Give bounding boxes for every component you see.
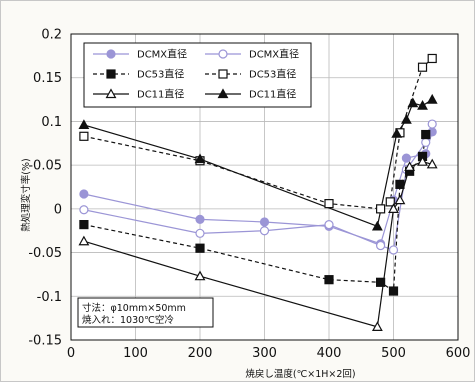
triangle-marker	[194, 270, 206, 281]
y-tick-label: -0.05	[28, 159, 62, 174]
triangle-marker	[388, 203, 399, 213]
y-tick-label: -0.05	[28, 246, 62, 261]
circle-marker	[421, 137, 431, 148]
plot-border	[70, 33, 459, 341]
triangle-marker	[217, 88, 229, 99]
circle-marker	[324, 219, 334, 230]
triangle-marker	[426, 93, 438, 104]
triangle-marker	[417, 100, 428, 110]
square-marker	[376, 204, 386, 214]
legend-label: DC11直径	[137, 88, 184, 101]
square-marker	[79, 131, 89, 141]
square-marker	[421, 129, 431, 140]
circle-marker	[376, 240, 386, 251]
circle-marker	[195, 214, 205, 224]
y-tick-label: 0.1	[41, 115, 62, 130]
square-marker	[388, 286, 399, 296]
y-tick-label: 0.2	[41, 28, 62, 43]
circle-marker	[79, 205, 89, 215]
data-markers	[78, 53, 438, 332]
annotation-box	[77, 297, 214, 328]
circle-marker	[259, 217, 270, 227]
triangle-marker	[404, 161, 416, 172]
annotation-line-1: 寸法：φ10mm×50mm	[82, 302, 186, 314]
circle-marker	[218, 49, 228, 59]
circle-marker	[401, 153, 411, 163]
square-marker	[417, 62, 428, 72]
circle-marker	[195, 228, 205, 238]
series-line	[83, 58, 433, 210]
annotation-line-2: 焼入れ：1030℃空冷	[82, 314, 174, 326]
triangle-marker	[426, 158, 438, 169]
triangle-marker	[194, 153, 206, 164]
y-axis-ticks: 0.2 0.15 0.1 -0.05 0 -0.05 -0.1 -0.15	[28, 28, 62, 349]
y-axis-label: 熱処理変寸率(%)	[20, 158, 32, 231]
legend: DCMX直径 DCMX直径 DC53直径 DC53直径 DC11直径 DC11直径	[83, 42, 312, 108]
x-tick-label: 0	[67, 346, 75, 361]
legend-label: DC53直径	[137, 68, 184, 81]
square-marker	[195, 243, 205, 253]
x-axis-ticks: 0 100 200 300 400 500 600	[67, 346, 471, 361]
triangle-marker	[105, 88, 117, 99]
x-tick-label: 300	[252, 346, 277, 361]
triangle-marker	[371, 321, 383, 332]
square-marker	[395, 179, 405, 189]
triangle-marker	[78, 119, 90, 130]
circle-marker	[106, 49, 116, 59]
legend-label: DC11直径	[249, 88, 296, 101]
triangle-marker	[400, 114, 412, 124]
square-marker	[218, 69, 228, 79]
x-tick-label: 100	[123, 346, 148, 361]
triangle-marker	[394, 194, 406, 205]
y-tick-label: -0.15	[28, 334, 62, 349]
square-marker	[324, 199, 334, 209]
circle-marker	[259, 226, 270, 236]
triangle-marker	[407, 97, 419, 108]
circle-marker	[388, 245, 399, 255]
x-tick-label: 400	[317, 346, 342, 361]
square-marker	[79, 219, 89, 230]
legend-label: DCMX直径	[249, 48, 299, 61]
triangle-marker	[391, 128, 403, 138]
specimen-annotation: 寸法：φ10mm×50mm 焼入れ：1030℃空冷	[77, 297, 214, 328]
square-marker	[376, 277, 386, 287]
circle-marker	[427, 119, 437, 129]
x-tick-label: 600	[446, 346, 471, 361]
y-tick-label: 0	[54, 202, 62, 217]
square-marker	[385, 197, 395, 207]
circle-marker	[79, 189, 89, 199]
x-tick-label: 200	[188, 346, 213, 361]
y-tick-label: 0.15	[33, 71, 62, 86]
triangle-marker	[371, 220, 383, 231]
square-marker	[427, 53, 437, 64]
x-tick-label: 500	[381, 346, 406, 361]
x-axis-label: 焼戻し温度(℃×1H×2回)	[245, 368, 355, 380]
legend-label: DC53直径	[249, 68, 296, 81]
legend-label: DCMX直径	[137, 48, 187, 61]
y-tick-label: -0.1	[37, 290, 62, 305]
triangle-marker	[417, 156, 428, 166]
square-marker	[324, 275, 334, 285]
triangle-marker	[78, 235, 90, 246]
square-marker	[106, 69, 116, 79]
